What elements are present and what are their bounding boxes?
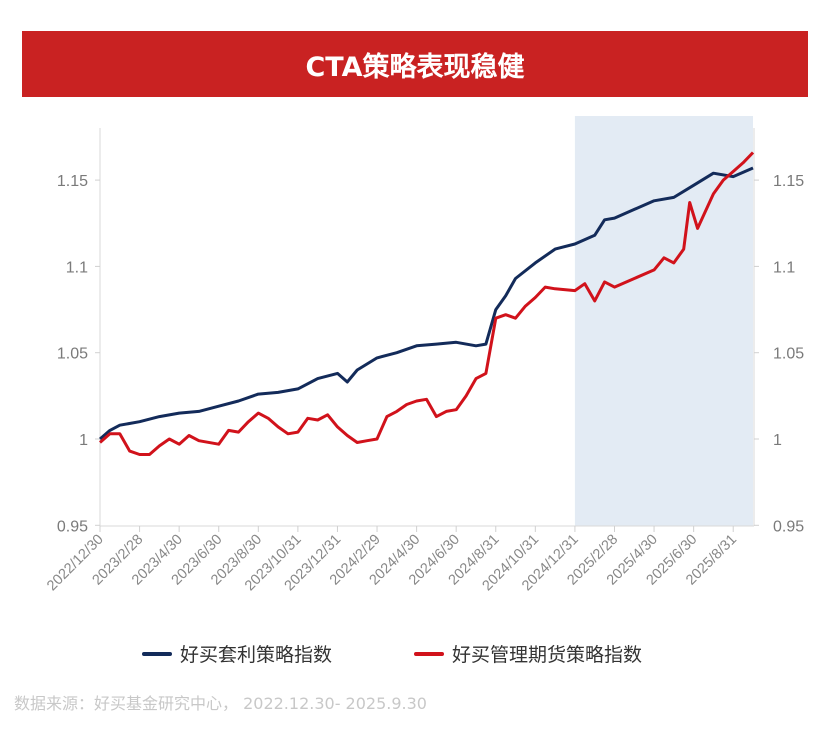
legend-label: 好买管理期货策略指数 (452, 644, 643, 666)
y-tick-label-right: 1.05 (773, 346, 804, 363)
legend-swatch-navy (142, 651, 172, 656)
legend-swatch-red (414, 651, 444, 656)
y-tick-label-left: 1.05 (57, 346, 88, 363)
shaded-period (574, 116, 753, 526)
y-tick-label-right: 0.95 (773, 518, 804, 535)
y-tick-label-left: 1 (79, 432, 88, 449)
legend-label: 好买套利策略指数 (180, 644, 333, 666)
legend-item-arbitrage: 好买套利策略指数 (142, 640, 332, 667)
y-tick-label-right: 1 (773, 432, 782, 449)
source-note: 数据来源：好买基金研究中心， 2022.12.30- 2025.9.30 (14, 694, 427, 713)
legend-item-cta: 好买管理期货策略指数 (414, 640, 642, 667)
y-tick-label-left: 1.15 (57, 173, 88, 190)
line-chart: 1.15 1.151.1 1.11.05 1.051 10.95 0.952022/12/… (44, 116, 804, 594)
series-line-arbitrage (99, 166, 754, 441)
series-line-cta (99, 151, 755, 456)
y-tick-label-left: 0.95 (57, 518, 88, 535)
y-tick-label-right: 1.1 (773, 259, 795, 276)
chart-title: CTA策略表现稳健 (305, 51, 525, 83)
y-tick-label-left: 1.1 (66, 259, 88, 276)
chart-title-banner: CTA策略表现稳健 (22, 31, 808, 97)
y-tick-label-right: 1.15 (773, 173, 804, 190)
